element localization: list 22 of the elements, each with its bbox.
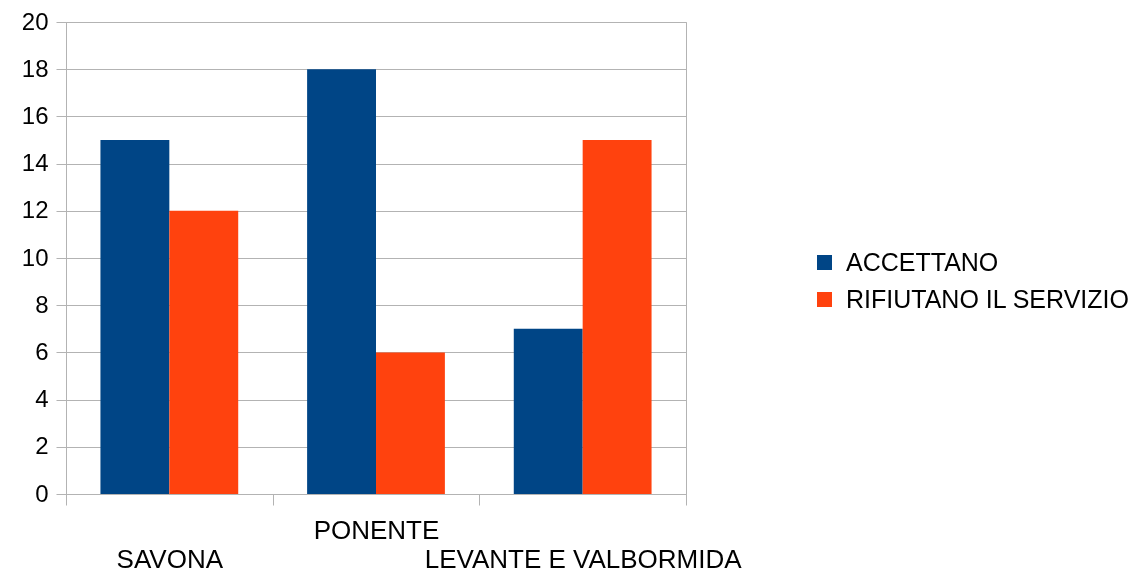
bar [582,140,652,494]
y-tick-label: 20 [21,7,49,35]
y-tick-label: 0 [35,479,49,507]
x-tick-label: SAVONA [116,543,224,571]
y-tick-label: 12 [21,196,49,224]
y-tick-label: 16 [21,101,49,129]
x-tick-label: PONENTE [313,514,440,545]
bar [513,328,583,494]
y-tick-label: 2 [35,432,49,460]
legend-label: ACCETTANO [846,247,999,276]
y-tick-label: 14 [21,149,49,177]
bar [100,140,170,494]
y-tick-label: 4 [35,385,49,413]
bar [169,210,239,494]
y-tick-label: 6 [35,337,49,365]
bar [307,69,376,494]
y-tick-label: 10 [21,243,49,271]
y-tick-label: 8 [35,290,49,318]
x-tick-label: LEVANTE E VALBORMIDA [424,543,743,571]
legend-label: RIFIUTANO IL SERVIZIO [846,284,1129,313]
bar [376,352,445,494]
y-tick-label: 18 [21,54,49,82]
